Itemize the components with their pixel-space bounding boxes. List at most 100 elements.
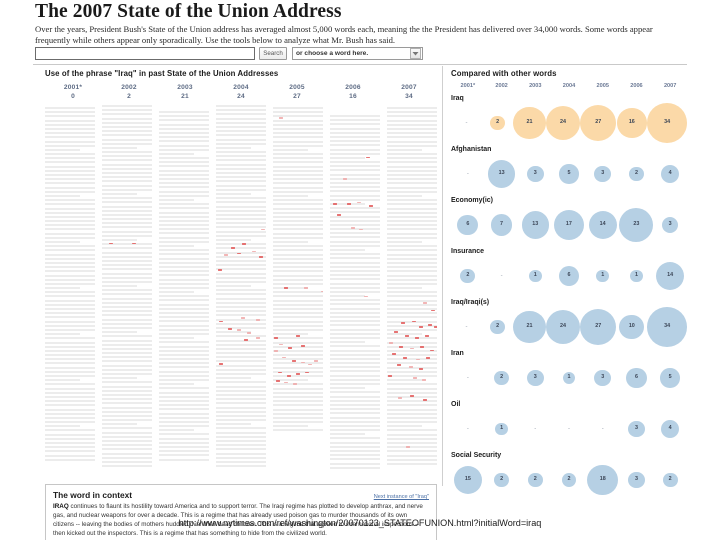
word-count-bubble[interactable]: 7 [491,214,513,236]
word-count-bubble[interactable]: 2 [562,473,577,488]
word-count-bubble[interactable]: 13 [522,211,549,238]
word-occurrence-mark[interactable] [398,397,402,399]
word-count-bubble[interactable]: 2 [490,320,505,335]
word-occurrence-mark[interactable] [244,339,248,341]
word-count-bubble[interactable]: 2 [528,473,543,488]
word-occurrence-mark[interactable] [304,287,308,289]
word-occurrence-mark[interactable] [228,328,232,330]
word-count-bubble[interactable]: 34 [647,103,687,143]
word-occurrence-mark[interactable] [394,331,398,333]
word-occurrence-mark[interactable] [292,360,296,362]
word-group-label[interactable]: Iraq/Iraqi(s) [451,299,687,306]
word-group-label[interactable]: Oil [451,401,687,408]
word-occurrence-mark[interactable] [274,337,278,339]
word-count-bubble[interactable]: 6 [457,215,478,236]
word-count-bubble[interactable]: 27 [580,309,616,345]
word-occurrence-mark[interactable] [279,344,283,346]
word-count-bubble[interactable]: 1 [495,423,508,436]
word-count-bubble[interactable]: 13 [488,160,515,187]
word-count-bubble[interactable]: 5 [559,164,579,184]
word-occurrence-mark[interactable] [343,178,347,180]
word-occurrence-mark[interactable] [423,302,427,304]
address-column-2003[interactable] [159,103,209,478]
word-count-bubble[interactable]: 21 [513,107,546,140]
search-input[interactable] [35,47,255,60]
word-occurrence-mark[interactable] [242,243,246,245]
word-occurrence-mark[interactable] [347,203,351,205]
word-occurrence-mark[interactable] [388,375,392,377]
address-column-2001[interactable] [45,103,95,478]
word-occurrence-mark[interactable] [279,117,283,119]
address-column-2006[interactable] [330,103,380,478]
word-group-label[interactable]: Afghanistan [451,146,687,153]
word-occurrence-mark[interactable] [406,446,410,448]
word-occurrence-mark[interactable] [420,346,424,348]
address-column-2007[interactable] [387,103,437,478]
word-occurrence-mark[interactable] [231,247,235,249]
word-occurrence-mark[interactable] [259,256,263,258]
word-occurrence-mark[interactable] [256,319,260,321]
word-occurrence-mark[interactable] [218,269,222,271]
word-occurrence-mark[interactable] [247,332,251,334]
word-group-label[interactable]: Social Security [451,452,687,459]
word-group-label[interactable]: Economy(ic) [451,197,687,204]
word-occurrence-mark[interactable] [389,342,393,344]
word-occurrence-mark[interactable] [397,364,401,366]
word-count-bubble[interactable]: 6 [559,266,580,287]
word-occurrence-mark[interactable] [405,335,409,337]
word-occurrence-mark[interactable] [314,360,318,362]
word-count-bubble[interactable]: 5 [660,368,680,388]
word-group-label[interactable]: Iraq [451,95,687,102]
word-occurrence-mark[interactable] [224,254,228,256]
address-column-2004[interactable] [216,103,266,478]
word-occurrence-mark[interactable] [237,329,241,331]
word-occurrence-mark[interactable] [399,346,403,348]
word-occurrence-mark[interactable] [422,379,426,381]
word-group-label[interactable]: Iran [451,350,687,357]
word-occurrence-mark[interactable] [364,296,368,298]
word-occurrence-mark[interactable] [219,363,223,365]
word-occurrence-mark[interactable] [415,337,419,339]
word-occurrence-mark[interactable] [410,395,414,397]
address-column-2002[interactable] [102,103,152,478]
word-occurrence-mark[interactable] [288,347,292,349]
word-occurrence-mark[interactable] [274,350,278,352]
word-occurrence-mark[interactable] [428,324,432,326]
word-occurrence-mark[interactable] [419,326,423,328]
search-button[interactable]: Search [259,47,287,60]
word-count-bubble[interactable]: 3 [594,370,611,387]
word-occurrence-mark[interactable] [409,366,413,368]
chevron-down-icon[interactable] [410,48,421,59]
word-count-bubble[interactable]: 27 [580,105,616,141]
word-occurrence-mark[interactable] [333,203,337,205]
word-occurrence-mark[interactable] [256,337,260,339]
word-count-bubble[interactable]: 2 [490,116,505,131]
word-occurrence-mark[interactable] [369,205,373,207]
word-occurrence-mark[interactable] [434,326,437,328]
word-count-bubble[interactable]: 2 [663,473,678,488]
word-count-bubble[interactable]: 18 [587,465,618,496]
word-count-bubble[interactable]: 2 [460,269,475,284]
word-count-bubble[interactable]: 1 [630,270,643,283]
word-occurrence-mark[interactable] [419,368,423,370]
word-occurrence-mark[interactable] [366,157,370,159]
word-count-bubble[interactable]: 14 [589,211,617,239]
word-count-bubble[interactable]: 4 [661,420,679,438]
word-occurrence-mark[interactable] [401,322,405,324]
word-count-bubble[interactable]: 3 [594,166,611,183]
word-occurrence-mark[interactable] [426,357,430,359]
word-occurrence-mark[interactable] [412,321,416,323]
word-occurrence-mark[interactable] [293,383,297,385]
word-count-bubble[interactable]: 1 [529,270,542,283]
word-occurrence-mark[interactable] [241,317,245,319]
word-count-bubble[interactable]: 2 [494,371,509,386]
word-occurrence-mark[interactable] [276,380,280,382]
word-occurrence-mark[interactable] [413,377,417,379]
word-count-bubble[interactable]: 24 [546,106,580,140]
word-group-label[interactable]: Insurance [451,248,687,255]
word-count-bubble[interactable]: 23 [619,208,653,242]
word-count-bubble[interactable]: 2 [629,167,644,182]
word-count-bubble[interactable]: 2 [494,473,509,488]
word-occurrence-mark[interactable] [284,287,288,289]
word-occurrence-mark[interactable] [357,202,361,204]
